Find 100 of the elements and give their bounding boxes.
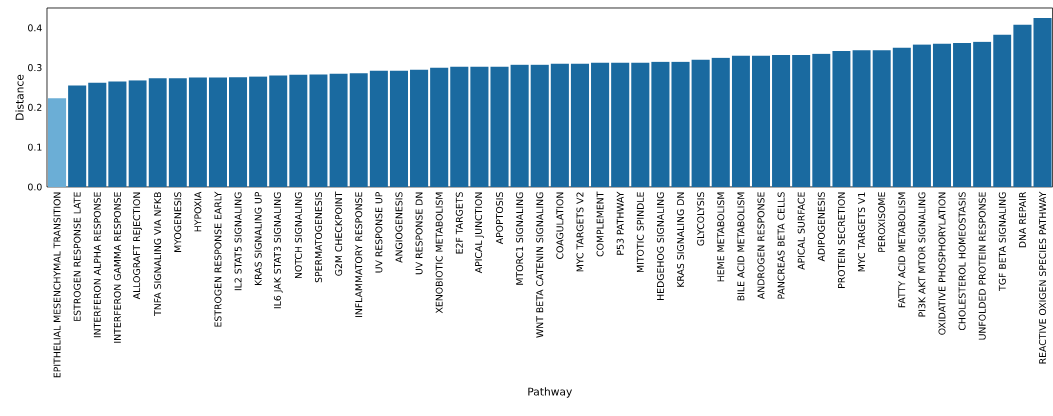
bar [631,62,650,187]
bar [772,54,791,187]
bar [430,67,449,187]
x-tick-label: KRAS SIGNALING UP [254,192,262,286]
bar [48,98,67,187]
x-tick-label: COAGULATION [556,192,564,259]
bar [993,34,1012,187]
bar [812,53,831,187]
bar [671,61,690,187]
bar [651,61,670,187]
bar [852,50,871,187]
x-tick-label: GLYCOLYSIS [697,192,705,246]
bar [892,47,911,187]
bar [570,63,590,187]
bar [410,69,429,187]
bar [832,51,851,187]
x-tick-label: UNFOLDED PROTEIN RESPONSE [978,192,986,340]
y-tick-label: 0.3 [28,64,42,72]
bar [591,62,610,187]
x-tick-label: UV RESPONSE UP [375,192,383,273]
x-tick-label: XENOBIOTIC METABOLISM [435,192,443,314]
x-tick-label: IL6 JAK STAT3 SIGNALING [273,192,283,309]
x-tick-label: HEME METABOLISM [717,192,725,282]
x-tick-label: FATTY ACID METABOLISM [898,192,906,308]
x-tick-label: APICAL JUNCTION [475,192,484,274]
bar [792,54,811,187]
bar [711,57,730,187]
bar [450,66,469,187]
x-tick-label: KRAS SIGNALING DN [677,192,685,287]
x-axis-title: Pathway [528,387,572,398]
x-tick-label: TGF BETA SIGNALING [998,192,1006,292]
x-tick-label: INFLAMMATORY RESPONSE [355,192,363,318]
y-axis-title: Distance [15,74,24,120]
x-tick-label: DNA REPAIR [1019,191,1026,248]
x-tick-label: COMPLEMENT [596,191,604,257]
bar [269,75,288,187]
x-tick-label: MYC TARGETS V2 [576,192,584,272]
x-tick-label: CHOLESTEROL HOMEOSTASIS [958,192,966,331]
x-tick-label: ALLOGRAFT REJECTION [133,192,142,300]
x-tick-label: PANCREAS BETA CELLS [777,192,785,299]
bar [550,63,569,187]
x-tick-label: MITOTIC SPINDLE [636,192,644,273]
y-tick-label: 0.0 [28,183,42,191]
bar [932,43,952,187]
bar [68,85,87,187]
x-tick-label: OXIDATIVE PHOSPHORYLATION [938,192,946,335]
bar [490,66,509,187]
y-tick-label: 0.2 [28,103,42,111]
x-tick-label: ANGIOGENESIS [395,192,403,263]
x-tick-label: PI3K AKT MTOR SIGNALING [918,192,926,317]
x-tick-label: BILE ACID METABOLISM [737,192,745,301]
bar [510,64,529,187]
x-tick-label: P53 PATHWAY [616,191,624,255]
bar [369,70,388,187]
bar [148,78,167,187]
bar [912,44,931,187]
x-tick-label: ADIPOGENESIS [817,192,825,262]
x-tick-label: NOTCH SIGNALING [294,192,302,279]
x-tick-label: SPERMATOGENESIS [314,192,323,283]
bar [691,59,710,187]
x-tick-label: E2F TARGETS [455,192,463,254]
x-tick-label: MTORC1 SIGNALING [516,192,524,285]
x-tick-label: WNT BETA CATENIN SIGNALING [536,192,544,338]
x-tick-label: HEDGEHOG SIGNALING [656,192,664,300]
bar [188,77,207,187]
x-tick-label: G2M CHECKPOINT [335,191,343,276]
bar [973,41,992,187]
y-tick-label: 0.1 [28,143,42,151]
bar [470,66,489,187]
bar [108,81,127,187]
x-tick-label: MYC TARGETS V1 [858,192,866,272]
bar [1013,24,1032,187]
x-tick-label: ANDROGEN RESPONSE [757,192,765,300]
x-tick-label: HYPOXIA [194,191,202,232]
bar [128,80,147,187]
bar [249,76,268,187]
bar [168,78,187,187]
bar [611,62,630,187]
x-tick-label: APOPTOSIS [496,192,504,245]
x-tick-label: INTERFERON GAMMA RESPONSE [113,192,121,343]
x-tick-label: PROTEIN SECRETION [837,192,845,289]
bar [751,55,771,187]
x-tick-label: UV RESPONSE DN [415,192,423,275]
x-tick-label: MYOGENESIS [174,192,182,252]
bar [389,70,409,187]
bar [329,73,348,187]
x-tick-label: IL2 STAT5 SIGNALING [234,192,242,291]
bar [208,77,227,187]
bar [731,55,750,187]
bar [872,50,891,187]
x-tick-label: ESTROGEN RESPONSE EARLY [214,191,222,327]
bar [289,74,308,187]
x-tick-label: EPITHELIAL MESENCHYMAL TRANSITION [53,192,61,378]
bar [349,73,368,187]
x-tick-label: APICAL SURFACE [797,192,805,270]
x-tick-label: ESTROGEN RESPONSE LATE [73,192,81,321]
bar [1033,18,1052,187]
x-tick-label: REACTIVE OXIGEN SPECIES PATHWAY [1039,191,1047,364]
bar [953,43,972,187]
x-tick-label: TNFA SIGNALING VIA NFKB [154,192,162,316]
